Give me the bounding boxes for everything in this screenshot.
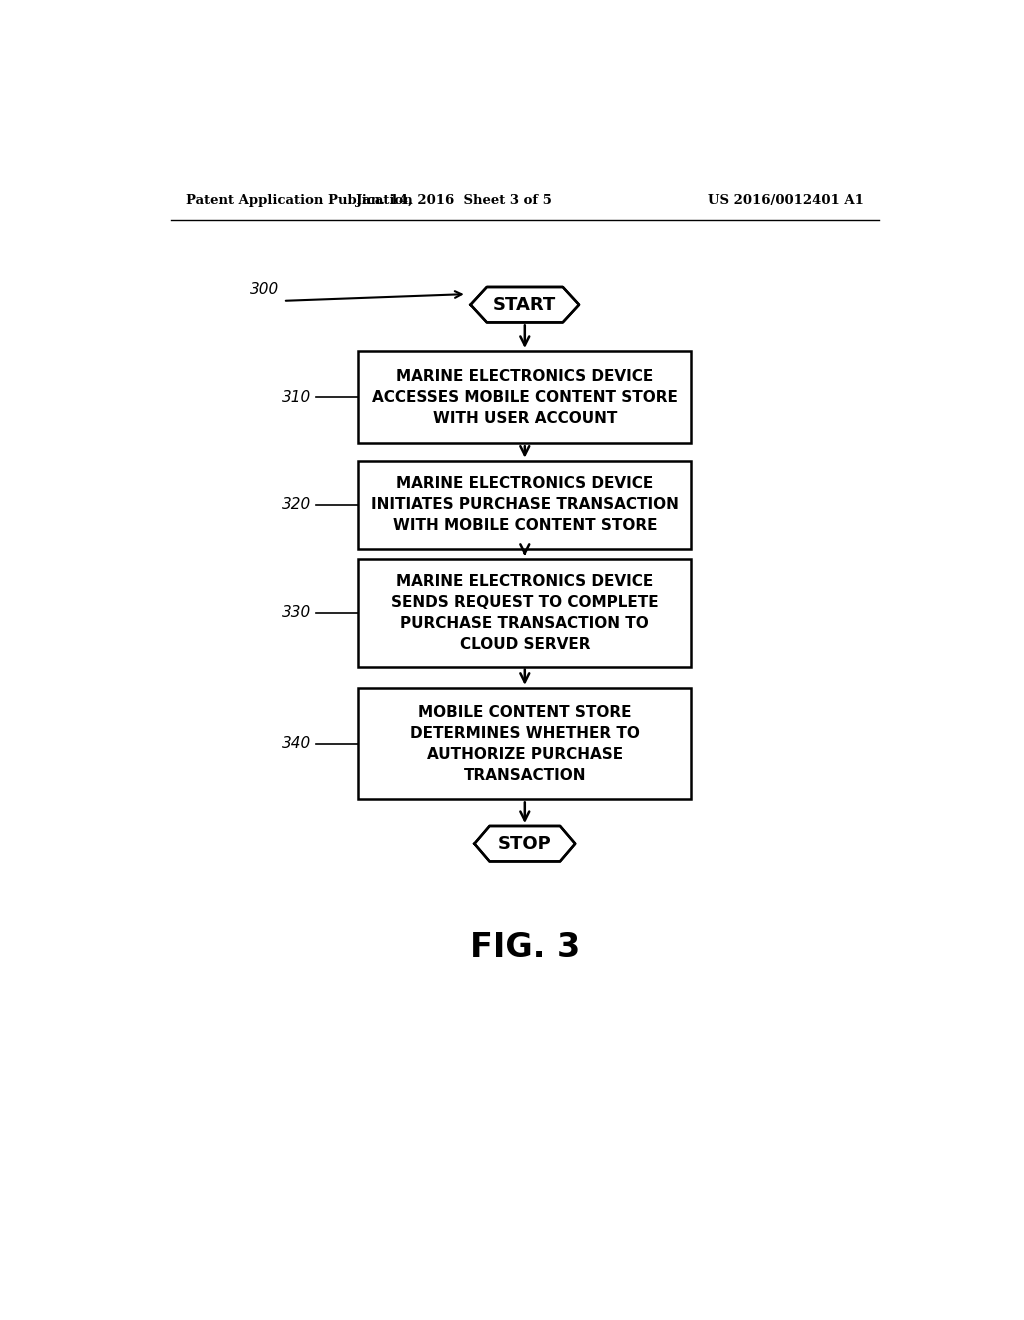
- Text: MOBILE CONTENT STORE
DETERMINES WHETHER TO
AUTHORIZE PURCHASE
TRANSACTION: MOBILE CONTENT STORE DETERMINES WHETHER …: [410, 705, 640, 783]
- Text: US 2016/0012401 A1: US 2016/0012401 A1: [709, 194, 864, 207]
- Text: Jan. 14, 2016  Sheet 3 of 5: Jan. 14, 2016 Sheet 3 of 5: [355, 194, 552, 207]
- Text: 300: 300: [250, 281, 280, 297]
- Text: MARINE ELECTRONICS DEVICE
SENDS REQUEST TO COMPLETE
PURCHASE TRANSACTION TO
CLOU: MARINE ELECTRONICS DEVICE SENDS REQUEST …: [391, 574, 658, 652]
- Text: 320: 320: [283, 498, 311, 512]
- Text: MARINE ELECTRONICS DEVICE
ACCESSES MOBILE CONTENT STORE
WITH USER ACCOUNT: MARINE ELECTRONICS DEVICE ACCESSES MOBIL…: [372, 368, 678, 425]
- Text: 340: 340: [283, 737, 311, 751]
- Text: Patent Application Publication: Patent Application Publication: [186, 194, 413, 207]
- Polygon shape: [474, 826, 575, 862]
- FancyBboxPatch shape: [358, 558, 691, 667]
- Text: 310: 310: [283, 389, 311, 405]
- Text: START: START: [494, 296, 556, 314]
- Text: 330: 330: [283, 605, 311, 620]
- Text: MARINE ELECTRONICS DEVICE
INITIATES PURCHASE TRANSACTION
WITH MOBILE CONTENT STO: MARINE ELECTRONICS DEVICE INITIATES PURC…: [371, 477, 679, 533]
- Text: STOP: STOP: [498, 834, 552, 853]
- FancyBboxPatch shape: [358, 461, 691, 549]
- FancyBboxPatch shape: [358, 351, 691, 444]
- Text: FIG. 3: FIG. 3: [470, 931, 580, 964]
- Polygon shape: [471, 286, 579, 322]
- FancyBboxPatch shape: [358, 688, 691, 800]
